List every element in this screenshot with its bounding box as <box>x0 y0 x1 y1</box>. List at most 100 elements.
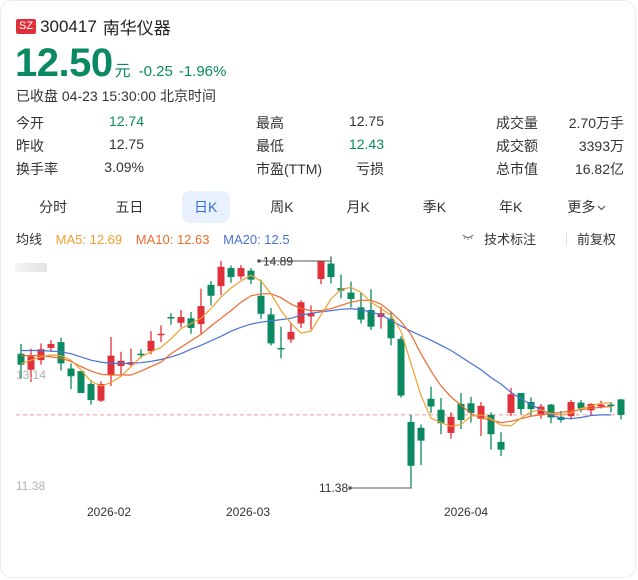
stat-label: 今开 <box>16 115 44 131</box>
candle <box>457 392 465 430</box>
candle <box>347 281 355 308</box>
candle <box>397 336 405 398</box>
stats-row: 昨收 12.75 最低 12.43 成交额 3393万 <box>16 136 624 159</box>
ma20-value: MA20: 12.5 <box>223 232 290 247</box>
x-axis-label-mar: 2026-03 <box>226 505 271 519</box>
candlestick-chart[interactable]: 14.89 11.38 <box>1 251 638 531</box>
stat-label: 成交量 <box>496 115 538 131</box>
candle <box>437 398 445 435</box>
candle <box>417 424 425 466</box>
candle <box>177 309 185 328</box>
ma-label: 均线 <box>16 232 43 247</box>
stats-row: 换手率 3.09% 市盈(TTM) 亏损 总市值 16.82亿 <box>16 159 624 182</box>
candle <box>47 340 55 352</box>
ma10-line <box>21 293 612 424</box>
market-badge: SZ <box>16 19 37 34</box>
candle <box>287 322 295 343</box>
candle <box>227 265 235 283</box>
candle <box>147 331 155 355</box>
candle <box>87 380 95 405</box>
candle <box>197 288 205 334</box>
max-annotation-dot <box>257 259 261 263</box>
stat-label: 最高 <box>256 115 284 131</box>
ma10-value: MA10: 12.63 <box>135 232 210 247</box>
min-annotation-line <box>351 487 412 489</box>
stat-value: 12.43 <box>348 136 384 152</box>
min-annotation-dot <box>348 486 352 490</box>
tab-7[interactable]: 更多 <box>563 191 611 223</box>
tab-6[interactable]: 年K <box>487 191 535 223</box>
max-annotation-label: 14.89 <box>263 255 293 269</box>
candle <box>517 392 525 415</box>
candle <box>217 261 225 296</box>
stock-code: 300417 <box>40 16 97 36</box>
tab-5[interactable]: 季K <box>410 191 458 223</box>
candle <box>317 261 325 285</box>
tab-4[interactable]: 月K <box>334 191 382 223</box>
y-axis-label-lower: 11.38 <box>16 479 46 493</box>
candle <box>407 414 415 487</box>
blurred-label <box>15 263 47 272</box>
tab-3[interactable]: 周K <box>258 191 306 223</box>
divider <box>565 232 567 245</box>
tab-1[interactable]: 五日 <box>105 191 153 223</box>
stats-grid: 今开 12.74 最高 12.75 成交量 2.70万手 昨收 12.75 最低 12.43 成交额… <box>16 113 624 182</box>
candle <box>427 386 435 413</box>
candle <box>37 343 45 365</box>
candle <box>97 381 105 403</box>
min-annotation-label: 11.38 <box>319 481 348 495</box>
candle <box>467 396 475 423</box>
stat-label: 昨收 <box>16 138 44 154</box>
x-axis-label-apr: 2026-04 <box>444 505 489 519</box>
price-unit: 元 <box>114 63 131 80</box>
stat-value: 12.74 <box>108 113 144 129</box>
period-tabs: 分时 五日 日K 周K 月K 季K 年K 更多 <box>15 191 625 223</box>
candle <box>387 311 395 346</box>
tab-label: 季K <box>422 199 447 215</box>
tab-label: 日K <box>193 199 218 215</box>
candle <box>447 412 455 439</box>
stats-row: 今开 12.74 最高 12.75 成交量 2.70万手 <box>16 113 624 136</box>
ma5-value: MA5: 12.69 <box>55 232 123 247</box>
candle <box>617 398 625 420</box>
tech-annotation-toggle[interactable]: 技术标注 <box>462 229 546 248</box>
candle <box>357 292 365 324</box>
candle <box>57 337 65 371</box>
stat-label: 总市值 <box>496 161 538 177</box>
tab-2[interactable]: 日K <box>181 191 230 223</box>
chevron-down-icon <box>597 193 606 225</box>
candle <box>477 402 485 437</box>
candle <box>237 264 245 280</box>
candle <box>77 371 85 393</box>
stat-label: 最低 <box>256 138 284 154</box>
candle <box>537 403 545 419</box>
stat-value: 16.82亿 <box>574 161 624 177</box>
ma-legend: 均线 MA5: 12.69 MA10: 12.63 MA20: 12.5 技术标… <box>16 229 626 249</box>
stock-name: 南华仪器 <box>102 19 171 38</box>
tab-label: 周K <box>270 199 294 215</box>
price-change-pct: -1.96% <box>178 63 227 80</box>
stock-title: SZ 300417 南华仪器 <box>16 14 171 39</box>
current-price: 12.50 <box>15 41 113 85</box>
candle <box>257 279 265 319</box>
ma5-line <box>20 274 612 428</box>
candle <box>567 400 575 420</box>
candle <box>107 336 115 386</box>
candle <box>207 280 215 306</box>
tech-annotation-label: 技术标注 <box>483 232 536 247</box>
stat-value: 12.75 <box>348 113 384 129</box>
max-annotation-line <box>258 256 332 262</box>
candle <box>67 363 75 390</box>
tab-0[interactable]: 分时 <box>29 191 77 223</box>
candle <box>337 274 345 299</box>
candle <box>277 326 285 359</box>
candle <box>267 308 275 346</box>
tab-label: 分时 <box>39 199 68 215</box>
candle <box>367 289 375 330</box>
stat-label: 市盈(TTM) <box>256 161 323 177</box>
adjust-button[interactable]: 前复权 <box>576 232 616 247</box>
x-axis-label-feb: 2026-02 <box>87 505 132 519</box>
candle <box>527 397 535 416</box>
stat-value: 3.09% <box>104 159 144 175</box>
y-axis-label-upper: 13.14 <box>16 368 47 382</box>
